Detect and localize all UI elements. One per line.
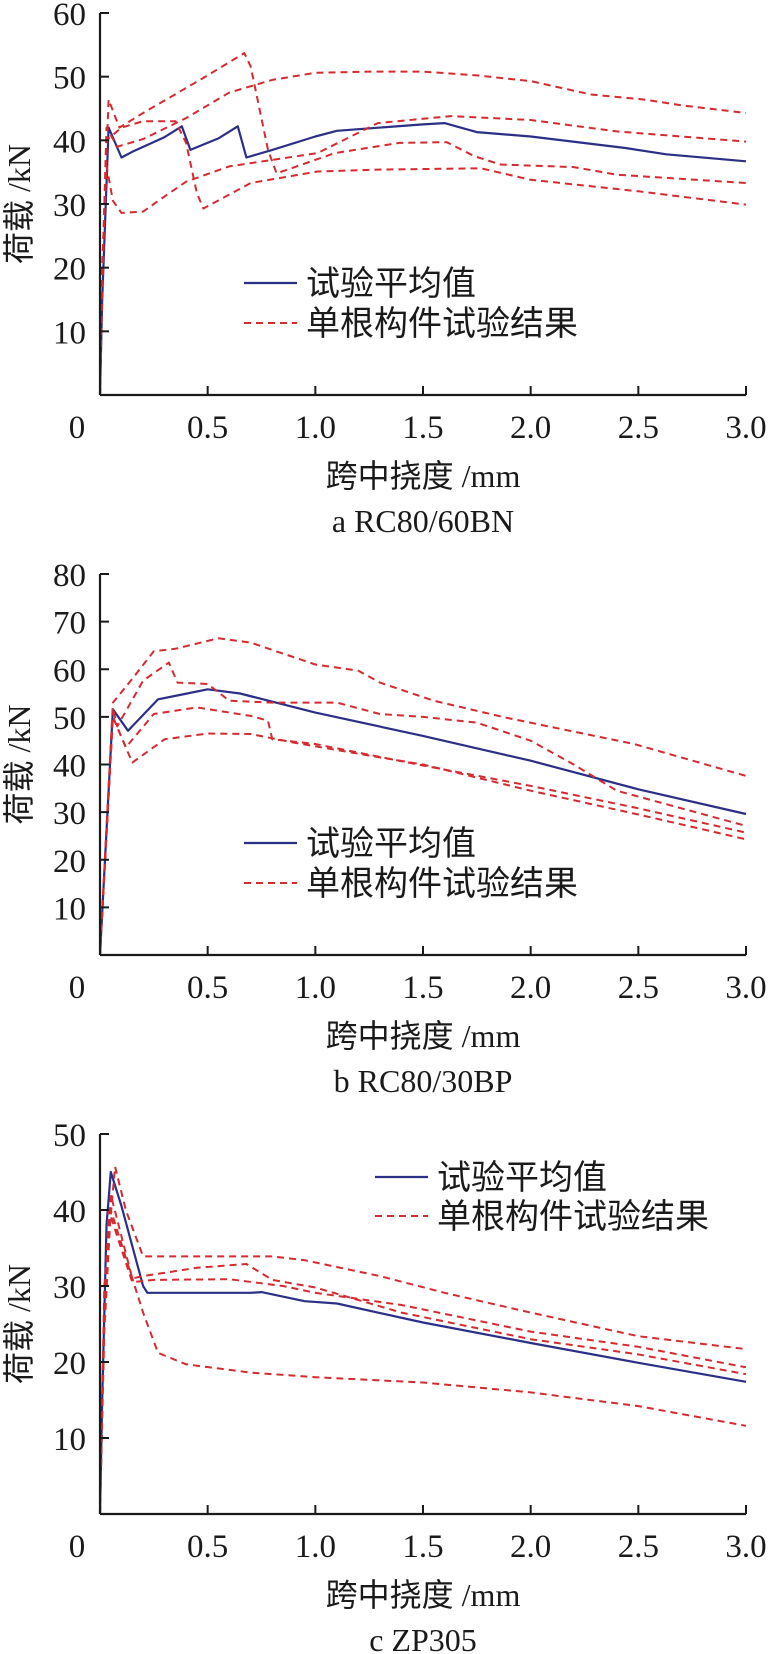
chart-caption: b RC80/30BP	[334, 1063, 513, 1099]
y-tick-label: 60	[53, 653, 86, 689]
y-tick-label: 70	[53, 606, 86, 642]
x-tick-label: 0.5	[187, 410, 228, 446]
single-specimen-curve-1	[99, 1165, 747, 1515]
single-specimen-curve-4	[99, 1209, 747, 1515]
x-axis-title: 跨中挠度 /mm	[326, 458, 521, 494]
x-tick-label: 0	[69, 970, 86, 1006]
y-tick-label: 50	[53, 1118, 86, 1154]
single-specimen-curve-3	[99, 120, 747, 396]
legend-mean-label: 试验平均值	[306, 825, 476, 863]
x-tick-label: 2.5	[618, 970, 659, 1006]
x-tick-label: 3.0	[725, 410, 766, 446]
y-axis-title: 荷载 /kN	[1, 1264, 37, 1384]
x-tick-label: 3.0	[725, 970, 766, 1006]
single-specimen-curve-3	[99, 706, 747, 956]
y-tick-label: 30	[53, 1270, 86, 1306]
x-tick-label: 0	[69, 1529, 86, 1565]
x-axis-title: 跨中挠度 /mm	[326, 1018, 521, 1054]
x-tick-label: 1.5	[402, 1529, 443, 1565]
legend-mean-label: 试验平均值	[306, 265, 476, 303]
x-tick-label: 1.0	[295, 1529, 336, 1565]
legend-mean-label: 试验平均值	[437, 1159, 607, 1197]
x-tick-label: 2.5	[618, 410, 659, 446]
y-axis-title: 荷载 /kN	[1, 144, 37, 264]
chart-caption: c ZP305	[369, 1622, 477, 1654]
y-tick-label: 30	[53, 796, 86, 832]
y-tick-label: 10	[53, 315, 86, 351]
x-axis-title: 跨中挠度 /mm	[326, 1577, 521, 1613]
single-specimen-curve-4	[99, 115, 747, 396]
y-tick-label: 10	[53, 1422, 86, 1458]
single-specimen-curve-2	[99, 70, 747, 396]
y-tick-label: 20	[53, 844, 86, 880]
x-tick-label: 1.0	[295, 970, 336, 1006]
y-tick-label: 60	[53, 0, 86, 33]
mean-curve	[98, 688, 747, 956]
y-tick-label: 30	[53, 188, 86, 224]
chart-caption: a RC80/60BN	[332, 503, 514, 539]
y-tick-label: 50	[53, 701, 86, 737]
y-tick-label: 40	[53, 749, 86, 785]
single-specimen-curve-4	[99, 715, 747, 956]
chart-panel-c: 10 20 30 40 50 0 0.5 1.0 1.5 2.0 2.5 3.0 跨中挠度 /mm 荷载 …	[1, 1118, 767, 1654]
mean-curve	[98, 1170, 747, 1515]
x-tick-label: 1.0	[295, 410, 336, 446]
x-tick-label: 0.5	[187, 1529, 228, 1565]
single-specimen-curve-2	[99, 661, 747, 956]
y-tick-label: 40	[53, 124, 86, 160]
single-specimen-curve-3	[99, 1209, 747, 1515]
x-tick-label: 0.5	[187, 970, 228, 1006]
x-tick-label: 3.0	[725, 1529, 766, 1565]
legend-single-label: 单根构件试验结果	[306, 305, 578, 343]
mean-curve	[98, 122, 747, 396]
x-tick-label: 0	[69, 410, 86, 446]
legend-single-label: 单根构件试验结果	[306, 865, 578, 903]
x-tick-label: 2.0	[510, 1529, 551, 1565]
single-specimen-curve-1	[99, 52, 747, 396]
y-tick-label: 10	[53, 891, 86, 927]
y-tick-label: 20	[53, 1346, 86, 1382]
y-tick-label: 80	[53, 558, 86, 594]
y-axis-title: 荷载 /kN	[1, 704, 37, 824]
chart-panel-b: 10 20 30 40 50 60 70 80 0 0.5 1.0 1.5 2.0 2.5 3.0 跨中挠度 …	[1, 558, 767, 1099]
x-tick-label: 1.5	[402, 410, 443, 446]
x-tick-label: 2.0	[510, 410, 551, 446]
y-tick-label: 40	[53, 1194, 86, 1230]
x-tick-label: 2.5	[618, 1529, 659, 1565]
x-tick-label: 2.0	[510, 970, 551, 1006]
chart-panel-a: 10 20 30 40 50 60 0 0.5 1.0 1.5 2.0 2.5 3.0 跨中挠度 /mm 荷…	[1, 0, 767, 539]
y-tick-label: 50	[53, 61, 86, 97]
x-tick-label: 1.5	[402, 970, 443, 1006]
y-tick-label: 20	[53, 252, 86, 288]
single-specimen-curve-1	[99, 637, 747, 956]
legend-single-label: 单根构件试验结果	[437, 1198, 709, 1236]
single-specimen-curve-2	[99, 1193, 747, 1515]
